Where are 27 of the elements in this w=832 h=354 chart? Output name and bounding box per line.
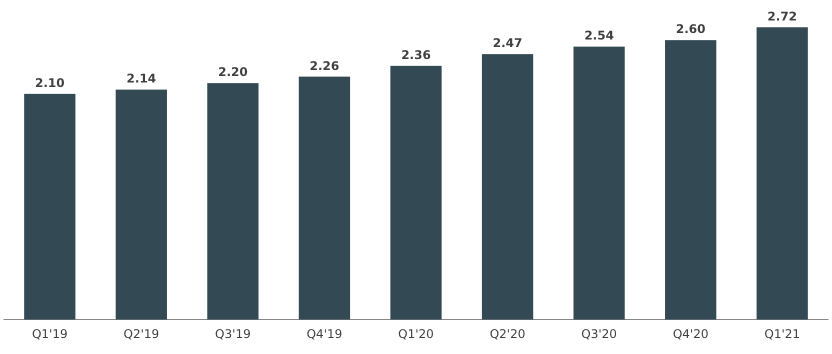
bar	[756, 27, 808, 320]
data-label: 2.47	[492, 36, 522, 50]
x-tick-label: Q3'20	[581, 326, 617, 341]
x-tick-label: Q4'19	[306, 326, 342, 341]
x-tick-label: Q2'20	[490, 326, 526, 341]
x-tick-label: Q4'20	[672, 326, 708, 341]
bar	[665, 40, 716, 320]
x-tick-label: Q1'21	[764, 326, 800, 341]
x-tick-label: Q2'19	[124, 326, 160, 341]
bar	[390, 66, 442, 320]
data-label: 2.14	[126, 72, 156, 86]
bar	[207, 83, 259, 320]
bar	[482, 54, 534, 320]
data-label: 2.54	[584, 28, 614, 43]
data-label: 2.26	[310, 58, 340, 73]
x-tick-label: Q3'19	[215, 326, 251, 341]
bar	[573, 46, 625, 320]
data-label: 2.60	[676, 22, 706, 36]
data-label: 2.36	[401, 48, 431, 62]
data-label: 2.72	[767, 9, 798, 24]
data-label: 2.20	[218, 65, 248, 80]
bar	[24, 94, 76, 320]
bar	[298, 76, 350, 320]
x-tick-label: Q1'19	[32, 326, 68, 341]
x-tick-label: Q1'20	[398, 326, 434, 341]
bar	[116, 90, 167, 320]
data-label: 2.10	[34, 76, 65, 90]
